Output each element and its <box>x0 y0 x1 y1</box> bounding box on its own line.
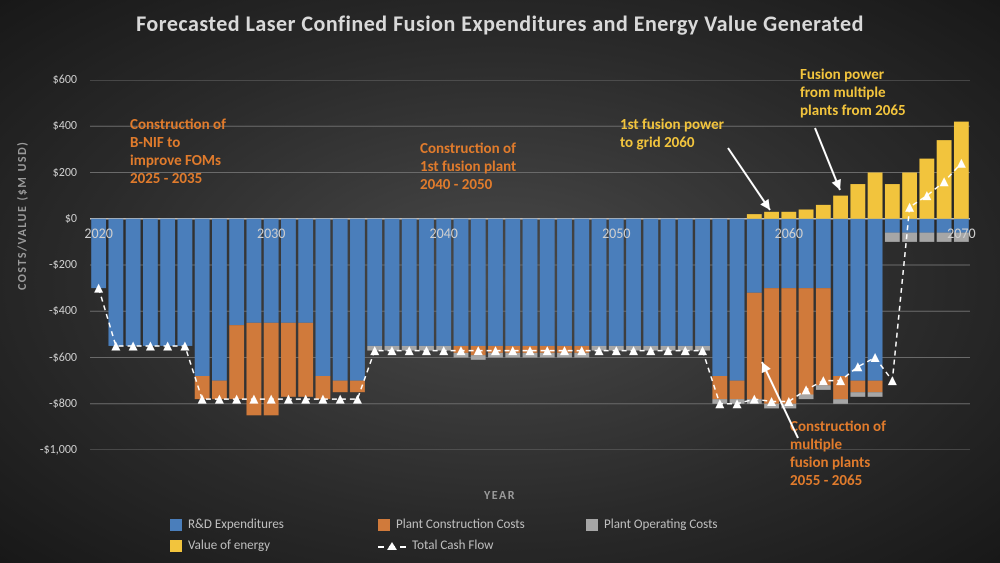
x-tick-label: 2040 <box>430 225 458 242</box>
legend: R&D Expenditures Plant Construction Cost… <box>170 517 960 553</box>
legend-item-const: Plant Construction Costs <box>378 517 558 532</box>
y-tick-label: $0 <box>65 212 77 226</box>
legend-swatch-val <box>170 540 182 552</box>
legend-swatch-tcf <box>378 540 406 552</box>
legend-label-tcf: Total Cash Flow <box>412 538 493 553</box>
y-tick-label: -$1,000 <box>40 443 77 457</box>
legend-swatch-rd <box>170 519 182 531</box>
x-tick-label: 2050 <box>602 225 630 242</box>
y-tick-label: $400 <box>53 119 77 133</box>
chart-title: Forecasted Laser Confined Fusion Expendi… <box>0 10 1000 38</box>
legend-swatch-op <box>586 519 598 531</box>
legend-swatch-const <box>378 519 390 531</box>
y-tick-label: -$400 <box>49 304 77 318</box>
y-tick-label: $200 <box>53 166 77 180</box>
x-tick-label: 2070 <box>947 225 975 242</box>
legend-label-val: Value of energy <box>188 538 270 553</box>
legend-label-const: Plant Construction Costs <box>396 517 525 532</box>
y-tick-label: -$800 <box>49 397 77 411</box>
x-tick-label: 2030 <box>257 225 285 242</box>
x-tick-label: 2060 <box>775 225 803 242</box>
y-tick-label: $600 <box>53 73 77 87</box>
legend-label-op: Plant Operating Costs <box>604 517 718 532</box>
y-tick-label: -$600 <box>49 351 77 365</box>
y-tick-label: -$200 <box>49 258 77 272</box>
legend-item-tcf: Total Cash Flow <box>378 538 558 553</box>
x-tick-label: 2020 <box>84 225 112 242</box>
x-axis-ticks: 202020302040205020602070 <box>90 80 970 450</box>
legend-label-rd: R&D Expenditures <box>188 517 284 532</box>
y-axis-ticks: -$1,000-$800-$600-$400-$200$0$200$400$60… <box>0 80 85 450</box>
x-axis-label: YEAR <box>0 489 1000 503</box>
legend-item-op: Plant Operating Costs <box>586 517 766 532</box>
legend-item-rd: R&D Expenditures <box>170 517 350 532</box>
chart-container: Forecasted Laser Confined Fusion Expendi… <box>0 0 1000 563</box>
legend-item-val: Value of energy <box>170 538 350 553</box>
